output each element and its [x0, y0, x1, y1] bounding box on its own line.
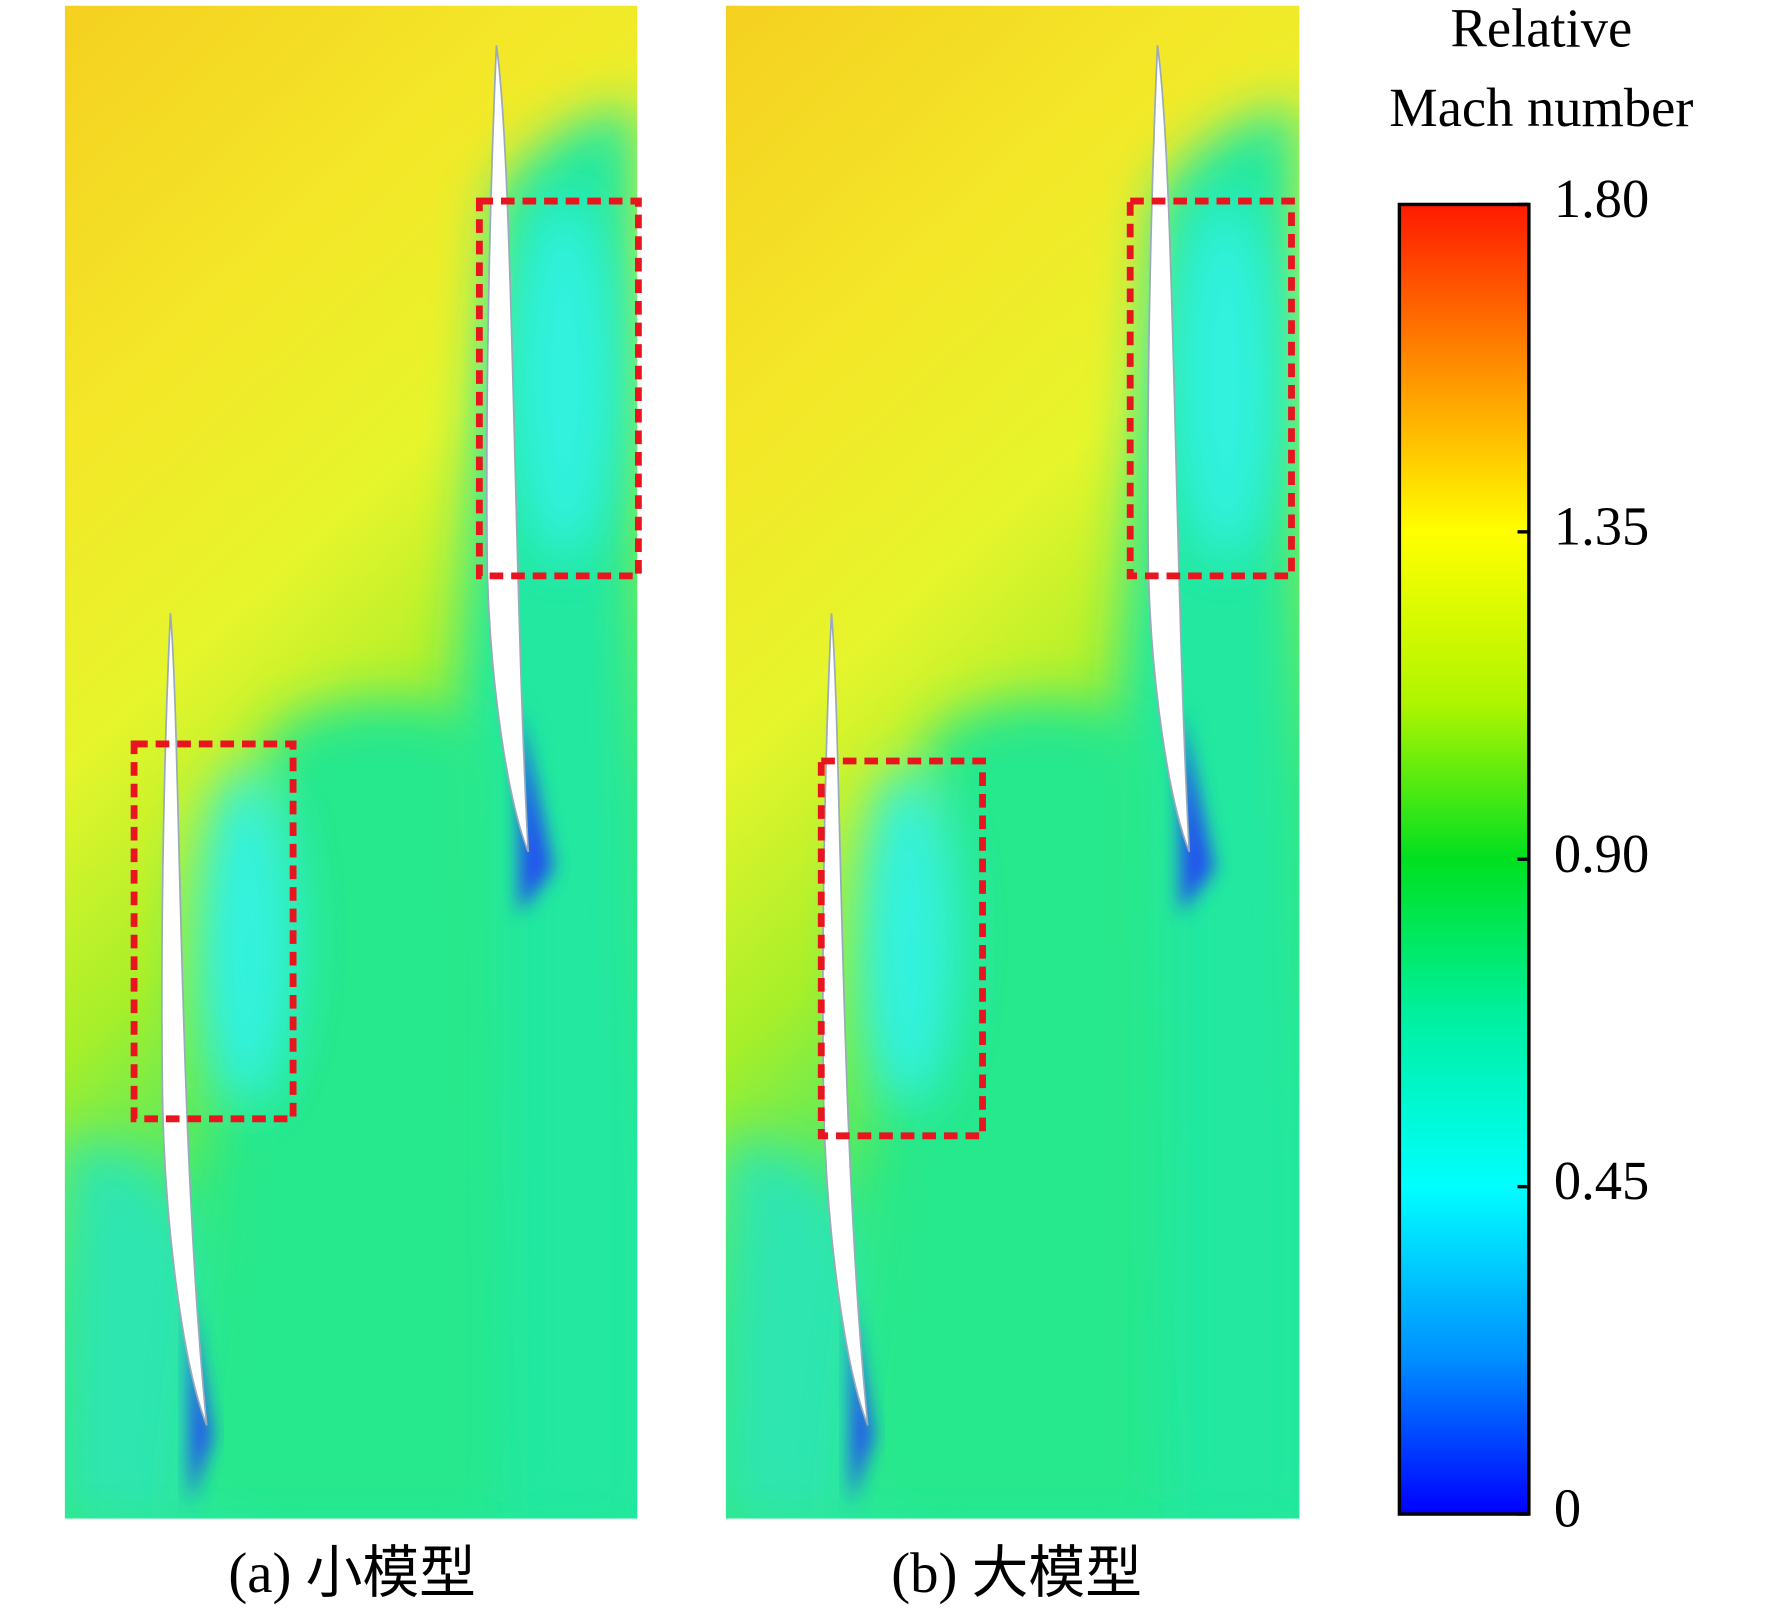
contour-b	[726, 6, 1300, 1519]
colorbar-title: Mach number	[1389, 77, 1693, 138]
panel-caption: (a) 小模型	[228, 1542, 476, 1605]
tick-label: 1.80	[1554, 168, 1649, 229]
highlight-boxes	[130, 197, 1295, 1140]
colorbar	[1397, 202, 1531, 1516]
colorbar-title: Relative	[1451, 0, 1633, 59]
panel-caption: (b) 大模型	[891, 1542, 1142, 1605]
tick-label: 1.35	[1554, 495, 1649, 556]
tick-label: 0.45	[1554, 1150, 1649, 1211]
tick-label: 0.90	[1554, 823, 1649, 884]
contour-a	[65, 6, 639, 1519]
tick-label: 0	[1554, 1478, 1581, 1539]
